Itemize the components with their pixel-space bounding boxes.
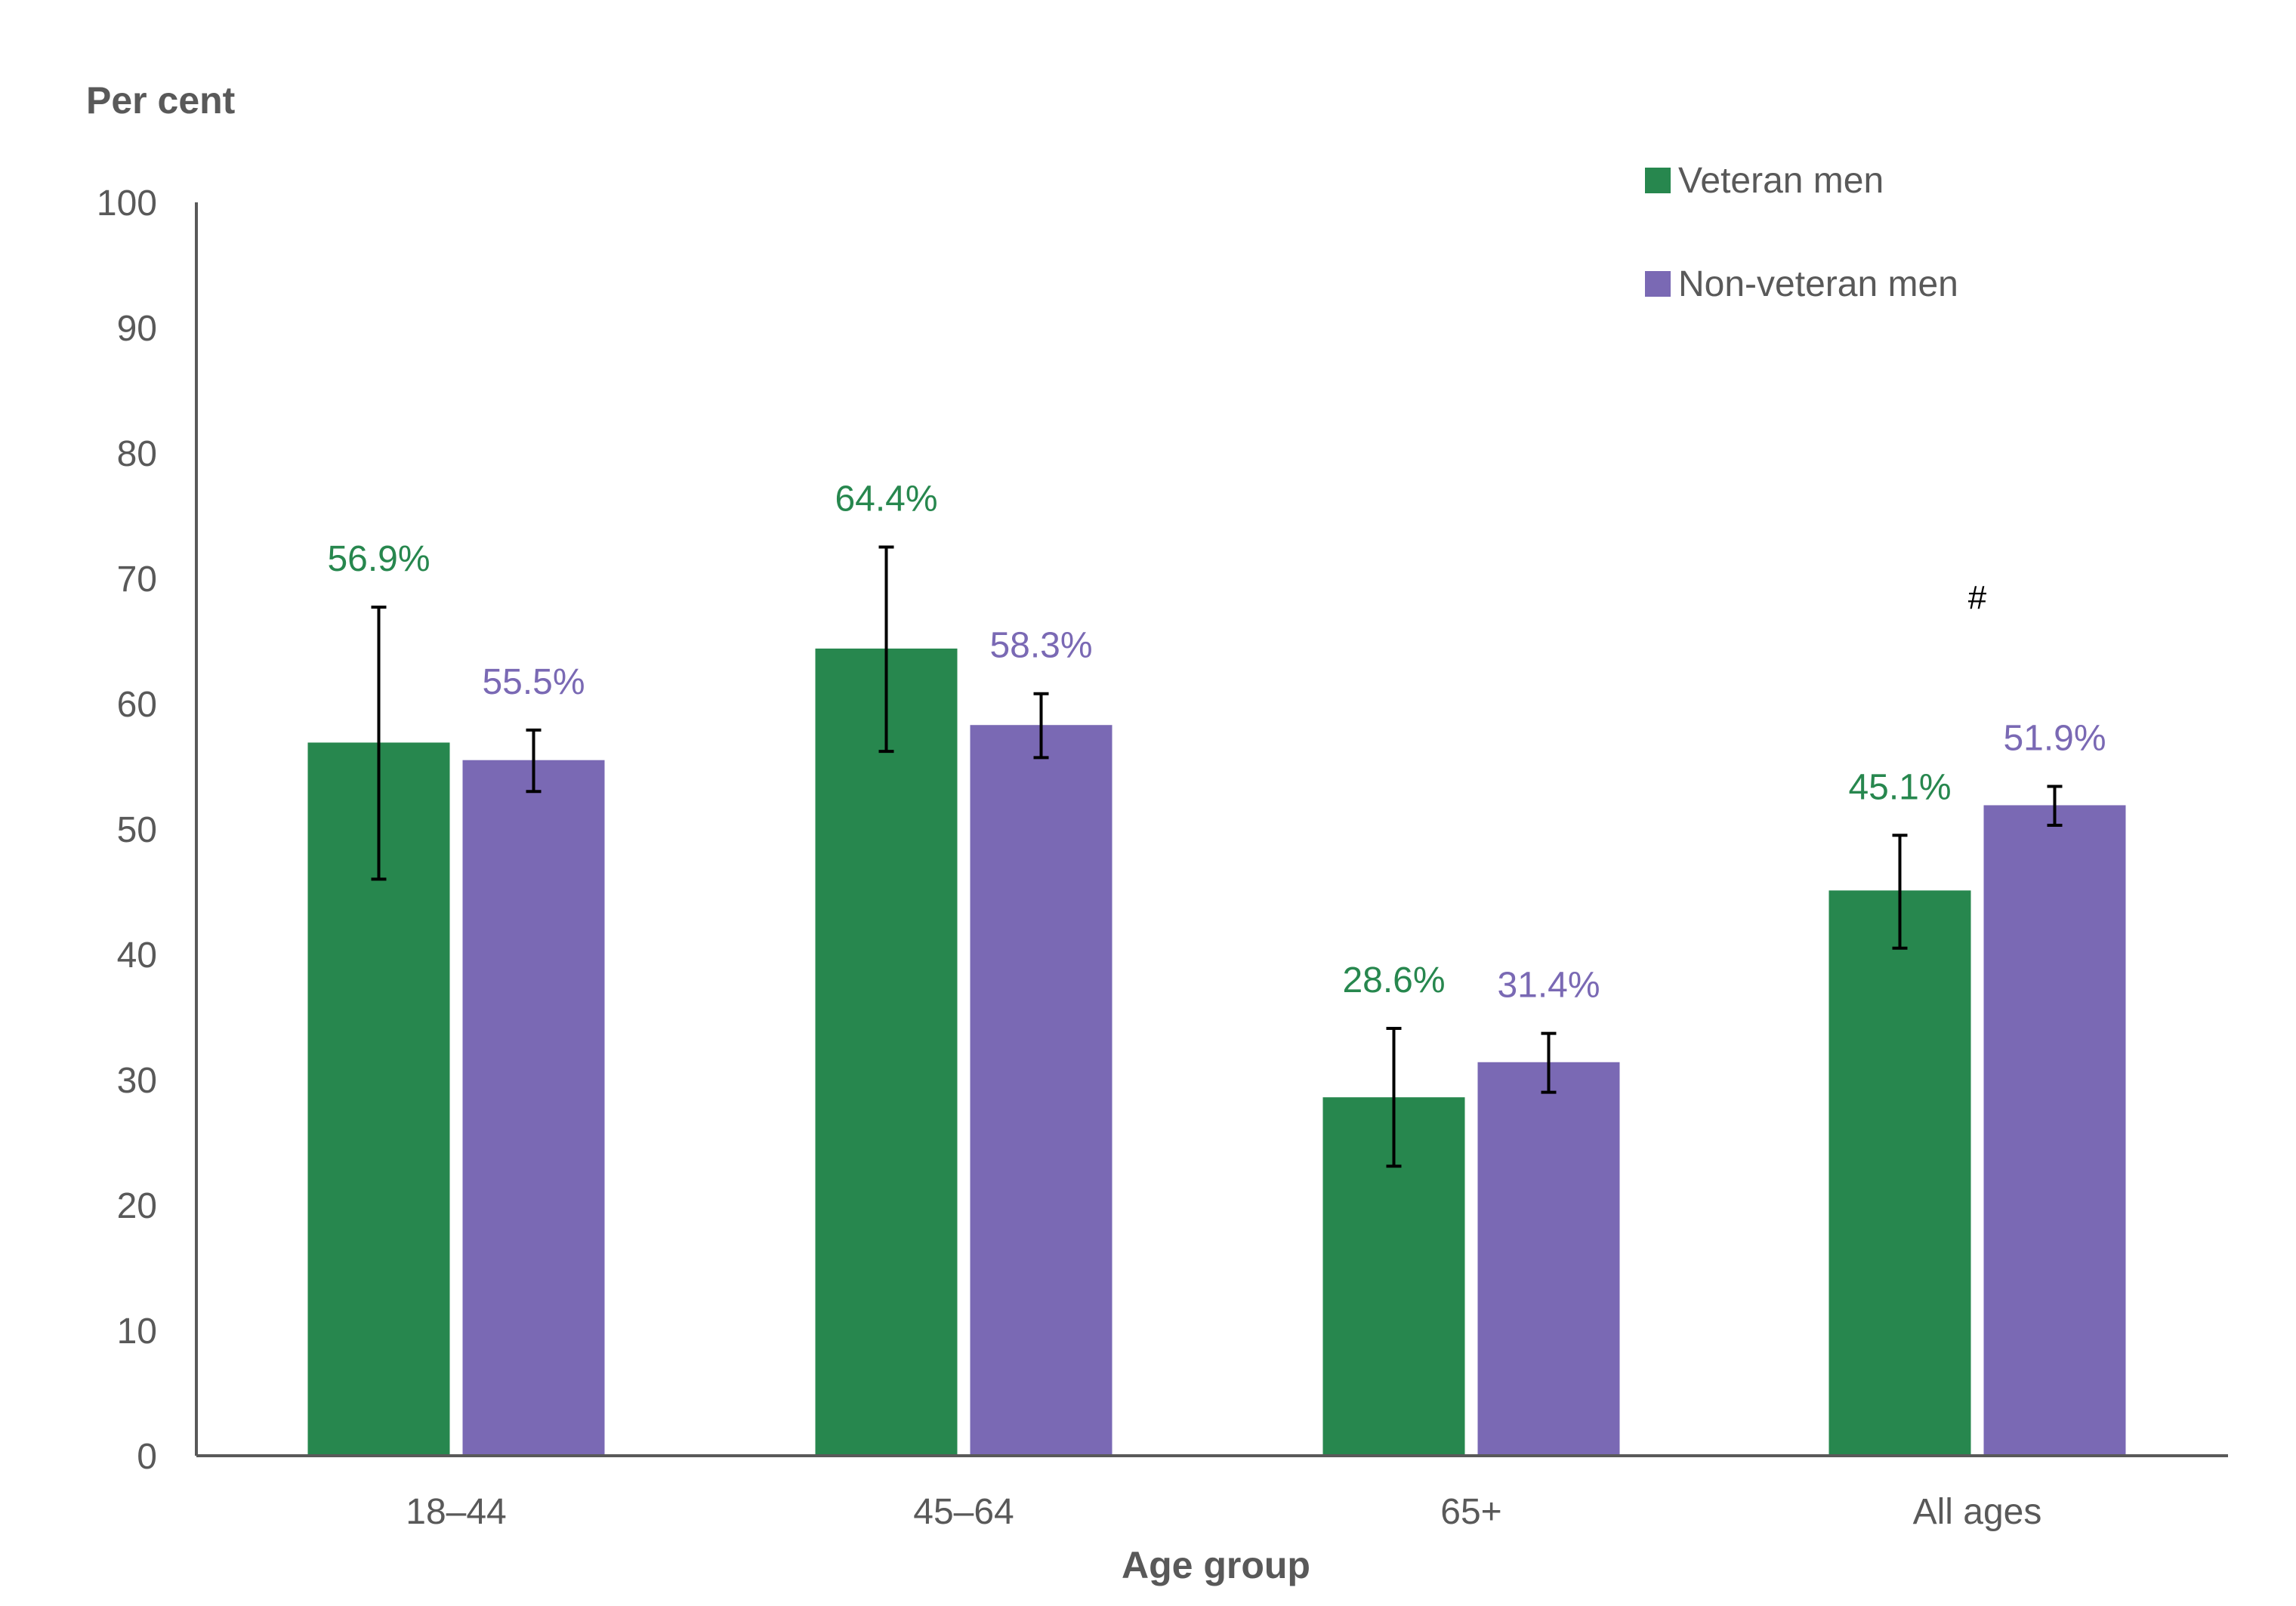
data-label: 58.3% xyxy=(989,626,1092,666)
y-tick-label: 30 xyxy=(117,1061,157,1101)
y-tick-label: 20 xyxy=(117,1186,157,1226)
y-axis-title: Per cent xyxy=(86,79,236,122)
y-tick-label: 60 xyxy=(117,685,157,725)
bar xyxy=(1828,890,1971,1456)
x-tick-label: 45–64 xyxy=(913,1492,1014,1532)
data-label: 55.5% xyxy=(482,662,585,702)
data-label: 45.1% xyxy=(1848,767,1951,807)
legend-label: Veteran men xyxy=(1678,161,1884,201)
data-label: 51.9% xyxy=(2003,719,2106,759)
y-tick-label: 100 xyxy=(97,183,157,223)
y-tick-label: 80 xyxy=(117,434,157,474)
legend: Veteran men Non-veteran men xyxy=(1645,161,1958,304)
data-label: 28.6% xyxy=(1342,960,1445,1000)
legend-label: Non-veteran men xyxy=(1678,264,1958,304)
bar xyxy=(1477,1062,1620,1456)
y-tick-label: 40 xyxy=(117,936,157,976)
x-tick-label: All ages xyxy=(1913,1492,2042,1532)
y-tick-label: 10 xyxy=(117,1312,157,1352)
bar xyxy=(815,648,958,1456)
bar xyxy=(462,760,605,1456)
data-label: 64.4% xyxy=(835,479,937,519)
x-axis-title: Age group xyxy=(1122,1544,1310,1586)
bar xyxy=(970,725,1113,1456)
bar xyxy=(1983,805,2126,1456)
x-tick-label: 18–44 xyxy=(406,1492,506,1532)
y-tick-label: 0 xyxy=(137,1437,157,1477)
y-tick-label: 70 xyxy=(117,559,157,600)
legend-swatch xyxy=(1645,271,1671,297)
data-label: 56.9% xyxy=(327,539,430,579)
data-label: 31.4% xyxy=(1497,966,1600,1006)
x-tick-label: 65+ xyxy=(1440,1492,1501,1532)
y-tick-label: 90 xyxy=(117,309,157,349)
significance-marker: # xyxy=(1968,579,1987,616)
y-tick-label: 50 xyxy=(117,810,157,850)
legend-swatch xyxy=(1645,168,1671,193)
plot-area: 0 10 20 30 40 50 60 70 80 90 100 56.9% 55.5% 18–44 64.… xyxy=(97,183,2228,1532)
